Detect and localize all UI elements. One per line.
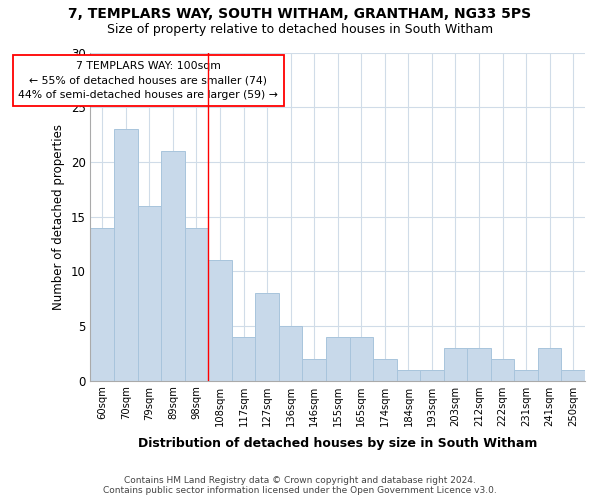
- Y-axis label: Number of detached properties: Number of detached properties: [52, 124, 65, 310]
- Bar: [279, 326, 302, 380]
- Text: Contains HM Land Registry data © Crown copyright and database right 2024.
Contai: Contains HM Land Registry data © Crown c…: [103, 476, 497, 495]
- Bar: [373, 359, 397, 380]
- Bar: [444, 348, 467, 380]
- Bar: [208, 260, 232, 380]
- Text: 7 TEMPLARS WAY: 100sqm
← 55% of detached houses are smaller (74)
44% of semi-det: 7 TEMPLARS WAY: 100sqm ← 55% of detached…: [19, 60, 278, 100]
- Bar: [161, 151, 185, 380]
- Text: Size of property relative to detached houses in South Witham: Size of property relative to detached ho…: [107, 22, 493, 36]
- Bar: [514, 370, 538, 380]
- Bar: [467, 348, 491, 380]
- Bar: [491, 359, 514, 380]
- Bar: [326, 337, 350, 380]
- X-axis label: Distribution of detached houses by size in South Witham: Distribution of detached houses by size …: [138, 437, 538, 450]
- Bar: [420, 370, 444, 380]
- Bar: [350, 337, 373, 380]
- Bar: [256, 293, 279, 380]
- Bar: [185, 228, 208, 380]
- Bar: [538, 348, 562, 380]
- Text: 7, TEMPLARS WAY, SOUTH WITHAM, GRANTHAM, NG33 5PS: 7, TEMPLARS WAY, SOUTH WITHAM, GRANTHAM,…: [68, 8, 532, 22]
- Bar: [91, 228, 114, 380]
- Bar: [137, 206, 161, 380]
- Bar: [114, 129, 137, 380]
- Bar: [232, 337, 256, 380]
- Bar: [562, 370, 585, 380]
- Bar: [302, 359, 326, 380]
- Bar: [397, 370, 420, 380]
